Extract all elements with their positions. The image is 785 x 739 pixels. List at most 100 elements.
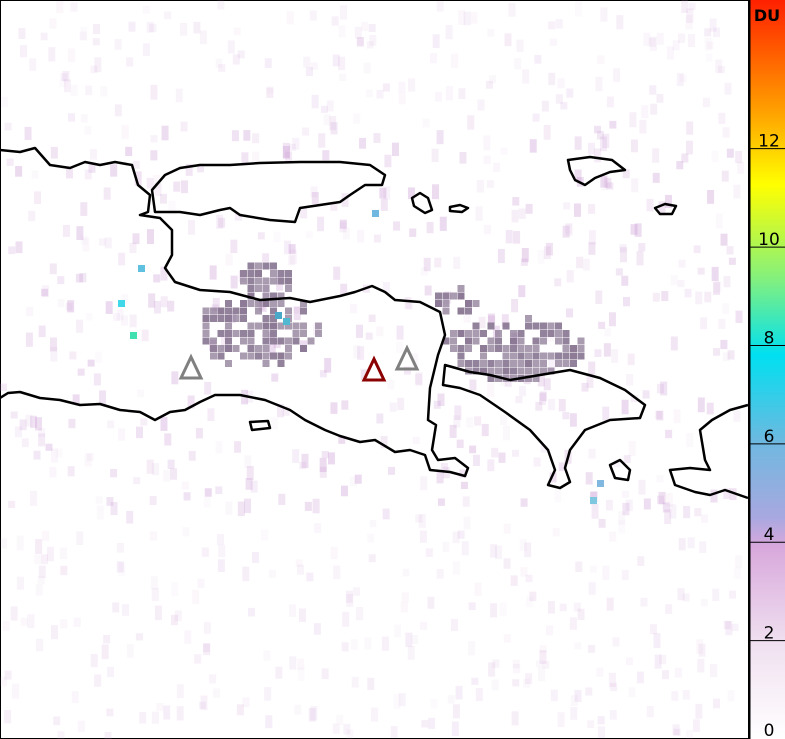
pixel: [200, 695, 208, 711]
pixel: [376, 326, 384, 337]
pixel: [665, 429, 673, 439]
pixel: [422, 118, 430, 128]
flagged-pixel: [307, 337, 315, 345]
pixel: [282, 145, 290, 159]
pixel: [696, 639, 704, 654]
pixel: [367, 533, 375, 543]
pixel: [458, 10, 466, 25]
flagged-pixel: [247, 345, 255, 352]
pixel: [737, 161, 745, 174]
pixel: [406, 303, 414, 311]
pixel: [346, 729, 354, 739]
pixel: [242, 566, 250, 582]
pixel: [84, 453, 92, 467]
pixel: [349, 476, 357, 487]
pixel: [485, 80, 493, 89]
pixel: [539, 645, 547, 653]
pixel: [21, 438, 29, 448]
pixel: [112, 602, 120, 613]
pixel: [659, 654, 667, 665]
pixel: [140, 418, 148, 426]
pixel: [204, 381, 212, 395]
pixel: [114, 104, 122, 117]
pixel: [630, 139, 638, 153]
pixel: [110, 164, 118, 177]
flagged-pixel: [232, 315, 240, 322]
pixel: [93, 373, 101, 386]
flagged-pixel: [270, 352, 277, 360]
pixel: [524, 542, 532, 558]
pixel: [121, 125, 129, 139]
flagged-pixel: [435, 292, 442, 300]
flagged-pixel: [577, 345, 585, 352]
pixel: [167, 459, 175, 469]
pixel: [243, 130, 251, 141]
pixel: [687, 537, 695, 549]
pixel: [314, 523, 322, 534]
flagged-pixel: [300, 300, 307, 307]
pixel: [252, 551, 260, 563]
pixel: [320, 105, 328, 113]
pixel: [554, 489, 562, 503]
pixel: [379, 187, 387, 199]
flagged-pixel: [555, 352, 562, 360]
pixel: [467, 115, 475, 130]
flagged-pixel: [270, 315, 277, 322]
pixel: [733, 410, 741, 422]
flagged-pixel: [277, 352, 285, 360]
pixel: [357, 346, 365, 360]
flagged-pixel: [225, 322, 232, 330]
pixel: [503, 523, 511, 534]
flagged-pixel: [225, 300, 232, 307]
pixel: [662, 502, 670, 513]
flagged-pixel: [465, 360, 472, 367]
pixel: [275, 666, 283, 679]
pixel: [715, 59, 723, 73]
flagged-pixel: [532, 367, 540, 375]
pixel: [534, 54, 542, 64]
pixel: [600, 7, 608, 22]
pixel: [50, 146, 58, 159]
flagged-pixel: [472, 322, 480, 330]
flagged-pixel: [247, 300, 255, 307]
pixel: [574, 169, 582, 183]
pixel: [126, 643, 134, 658]
pixel: [14, 426, 22, 438]
flagged-pixel: [277, 337, 285, 345]
pixel: [398, 92, 406, 105]
pixel: [217, 0, 225, 10]
flagged-pixel: [510, 330, 517, 337]
pixel: [606, 597, 614, 611]
pixel: [67, 466, 75, 477]
pixel: [658, 491, 666, 505]
pixel: [693, 245, 701, 254]
pixel: [76, 531, 84, 545]
pixel: [181, 481, 189, 490]
flagged-pixel: [577, 337, 585, 345]
small-island: [653, 202, 678, 216]
flagged-pixel: [300, 307, 307, 315]
pixel: [338, 435, 346, 444]
pixel: [336, 714, 344, 725]
pixel: [357, 37, 365, 46]
pixel: [611, 349, 619, 363]
flagged-pixel: [525, 360, 532, 367]
flagged-pixel: [540, 337, 547, 345]
flagged-pixel: [570, 352, 577, 360]
pixel: [500, 147, 508, 155]
high-so2-pixel: [138, 265, 145, 272]
flagged-pixel: [487, 367, 495, 375]
pixel: [512, 679, 520, 687]
pixel: [16, 535, 24, 551]
pixel: [435, 92, 443, 102]
pixel: [126, 510, 134, 524]
pixel: [25, 414, 33, 427]
flagged-pixel: [210, 337, 217, 345]
pixel: [72, 394, 80, 405]
pixel: [640, 597, 648, 607]
pixel: [230, 239, 238, 254]
pixel: [332, 723, 340, 734]
pixel: [302, 127, 310, 136]
pixel: [433, 400, 441, 409]
flagged-pixel: [292, 322, 300, 330]
